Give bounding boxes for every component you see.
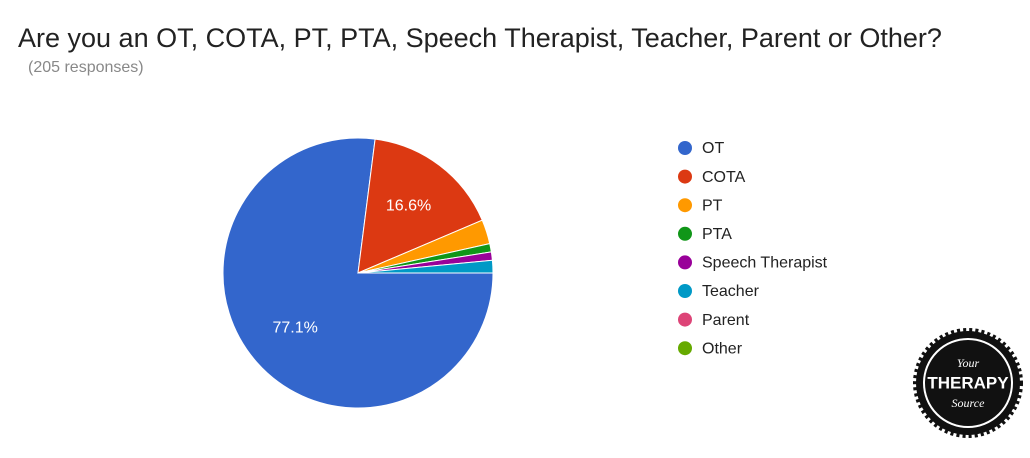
slice-label: 77.1% [272, 320, 317, 337]
legend-label: PTA [702, 226, 732, 243]
legend-label: Other [702, 340, 743, 357]
logo-middle: THERAPY [927, 373, 1009, 392]
pie-slice [357, 259, 494, 274]
chart-subtitle: (205 responses) [28, 59, 144, 76]
legend-swatch [678, 312, 692, 327]
legend-swatch [678, 141, 692, 155]
logo: Your THERAPY Source [913, 328, 1023, 438]
legend-swatch [678, 255, 692, 270]
slice-label: 16.6% [386, 197, 431, 214]
legend-label: Parent [702, 312, 750, 329]
legend-label: Teacher [702, 283, 760, 300]
legend-label: COTA [702, 169, 746, 186]
legend-label: OT [702, 140, 724, 157]
logo-ring [923, 338, 1013, 428]
legend-swatch [678, 198, 692, 213]
legend-swatch [678, 226, 692, 241]
logo-badge [913, 328, 1023, 438]
pie-slice [357, 138, 483, 274]
logo-top: Your [957, 356, 980, 370]
chart-title: Are you an OT, COTA, PT, PTA, Speech The… [18, 23, 942, 53]
logo-bottom: Source [952, 396, 986, 410]
legend-swatch [678, 284, 692, 298]
legend-label: Speech Therapist [702, 255, 828, 272]
legend-swatch [678, 341, 692, 356]
legend-label: PT [702, 197, 723, 214]
legend-swatch [678, 169, 692, 184]
